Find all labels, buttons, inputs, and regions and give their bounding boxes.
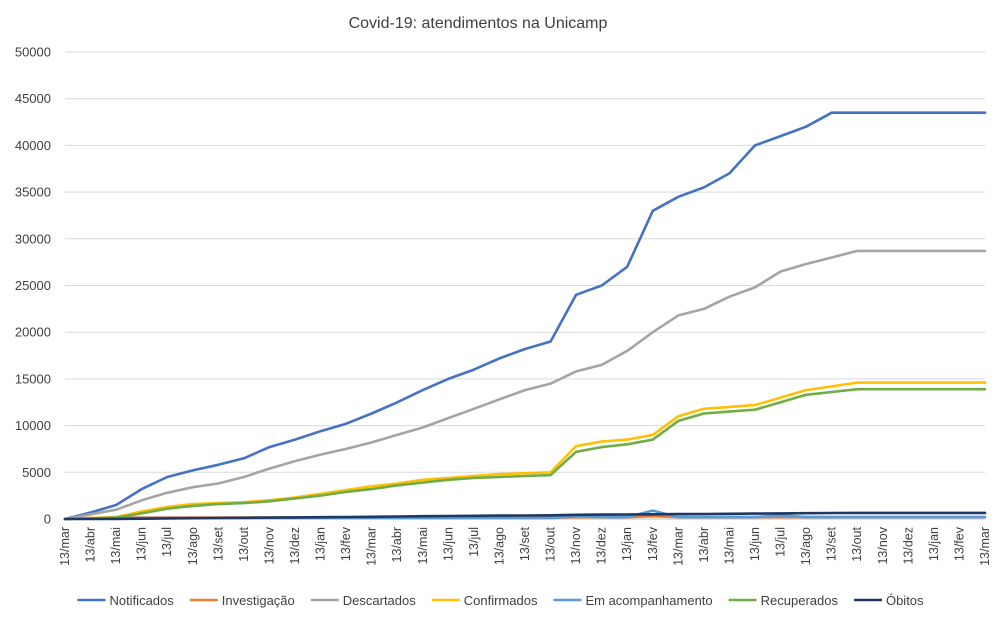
x-tick-label: 13/fev — [339, 526, 353, 561]
x-tick-label: 13/jul — [467, 527, 481, 557]
y-tick-label: 40000 — [15, 138, 51, 153]
x-tick-label: 13/mai — [109, 527, 123, 565]
x-tick-label: 13/set — [518, 526, 532, 561]
x-tick-label: 13/jul — [774, 527, 788, 557]
x-tick-label: 13/mar — [58, 527, 72, 566]
y-tick-label: 35000 — [15, 185, 51, 200]
x-tick-label: 13/mar — [671, 527, 685, 566]
x-tick-label: 13/set — [211, 526, 225, 561]
x-tick-label: 13/jun — [135, 527, 149, 561]
y-tick-label: 30000 — [15, 231, 51, 246]
series-line-descartados — [63, 249, 987, 521]
series-line--bitos — [63, 511, 987, 521]
chart-title: Covid-19: atendimentos na Unicamp — [349, 15, 608, 32]
x-tick-label: 13/out — [237, 526, 251, 561]
series-line-notificados — [63, 111, 987, 521]
x-tick-label: 13/nov — [876, 526, 890, 564]
y-tick-label: 5000 — [22, 465, 51, 480]
x-tick-label: 13/nov — [569, 526, 583, 564]
x-tick-label: 13/dez — [901, 527, 915, 565]
y-tick-label: 20000 — [15, 325, 51, 340]
legend-label: Descartados — [343, 593, 416, 608]
legend-label: Óbitos — [886, 593, 924, 608]
x-tick-label: 13/mai — [722, 527, 736, 565]
y-tick-label: 0 — [44, 512, 51, 527]
x-tick-label: 13/jun — [748, 527, 762, 561]
x-tick-label: 13/mai — [416, 527, 430, 565]
y-tick-label: 10000 — [15, 418, 51, 433]
y-tick-label: 50000 — [15, 45, 51, 60]
x-tick-label: 13/jun — [441, 527, 455, 561]
series-lines — [63, 111, 987, 521]
x-tick-label: 13/abr — [390, 527, 404, 562]
legend: Notificados Investigação Descartados Confir… — [77, 593, 924, 608]
x-tick-label: 13/dez — [288, 527, 302, 565]
x-tick-label: 13/dez — [595, 527, 609, 565]
legend-label: Notificados — [109, 593, 174, 608]
x-tick-label: 13/out — [544, 526, 558, 561]
legend-label: Em acompanhamento — [585, 593, 712, 608]
x-tick-label: 13/mar — [978, 527, 992, 566]
x-tick-label: 13/jan — [620, 527, 634, 561]
x-tick-label: 13/ago — [799, 527, 813, 565]
x-tick-label: 13/ago — [492, 527, 506, 565]
x-tick-label: 13/out — [850, 526, 864, 561]
x-tick-label: 13/jan — [927, 527, 941, 561]
x-tick-label: 13/ago — [186, 527, 200, 565]
y-axis-ticks: 0 5000 10000 15000 20000 25000 30000 35000 40000… — [15, 45, 51, 527]
x-tick-label: 13/jul — [160, 527, 174, 557]
x-tick-label: 13/fev — [646, 526, 660, 561]
x-tick-label: 13/abr — [697, 527, 711, 562]
y-tick-label: 25000 — [15, 278, 51, 293]
x-axis: 13/mar 13/abr 13/mai 13/jun 13/jul 13/ago 13/s… — [58, 518, 992, 566]
legend-label: Confirmados — [464, 593, 538, 608]
x-tick-label: 13/abr — [84, 527, 98, 562]
x-tick-label: 13/set — [825, 526, 839, 561]
x-tick-label: 13/fev — [952, 526, 966, 561]
y-tick-label: 45000 — [15, 91, 51, 106]
series-line-recuperados — [63, 387, 987, 521]
x-tick-label: 13/mar — [365, 527, 379, 566]
legend-label: Recuperados — [761, 593, 839, 608]
x-tick-label: 13/jan — [314, 527, 328, 561]
x-tick-label: 13/nov — [262, 526, 276, 564]
legend-label: Investigação — [222, 593, 295, 608]
y-tick-label: 15000 — [15, 371, 51, 386]
